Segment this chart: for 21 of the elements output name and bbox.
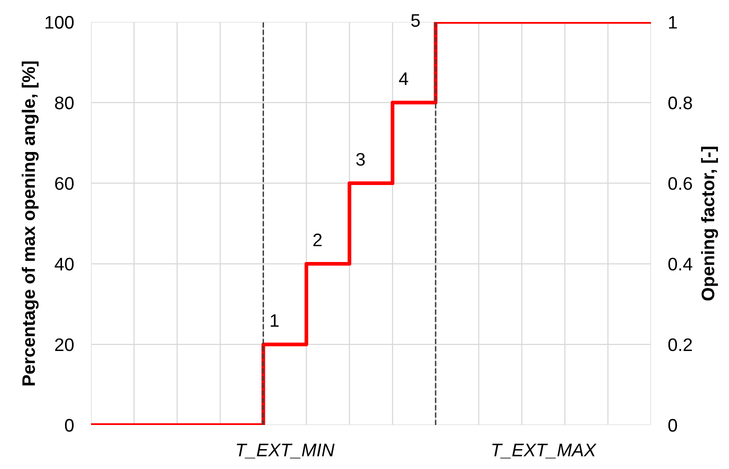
annotation: 5: [411, 14, 420, 27]
y2-tick-label: 0.2: [668, 338, 692, 352]
y2-axis-title: Opening factor, [-]: [701, 146, 718, 300]
annotation: 2: [313, 234, 322, 246]
y-tick-label: 100: [46, 16, 74, 29]
y-tick-label: 60: [55, 177, 74, 190]
text: T_EXT_MAX: [492, 444, 597, 458]
y-tick-label: 20: [55, 338, 74, 352]
y2-tick-label: 0.8: [668, 96, 692, 110]
y-tick-label: 0: [65, 418, 74, 432]
y2-tick-label: 0.6: [668, 177, 692, 190]
annotation: 4: [399, 72, 408, 85]
y2-tick-label: 1: [669, 16, 677, 29]
annotation: 1: [270, 314, 279, 327]
text: T_EXT_MIN: [236, 444, 335, 458]
y-tick-label: 80: [55, 96, 74, 110]
y2-tick-label: 0: [668, 418, 677, 432]
y-tick-label: 40: [54, 258, 74, 271]
y-axis-title: Percentage of max opening angle, [%]: [22, 61, 39, 386]
y2-tick-label: 0.4: [668, 258, 692, 271]
annotation: 3: [356, 152, 365, 166]
